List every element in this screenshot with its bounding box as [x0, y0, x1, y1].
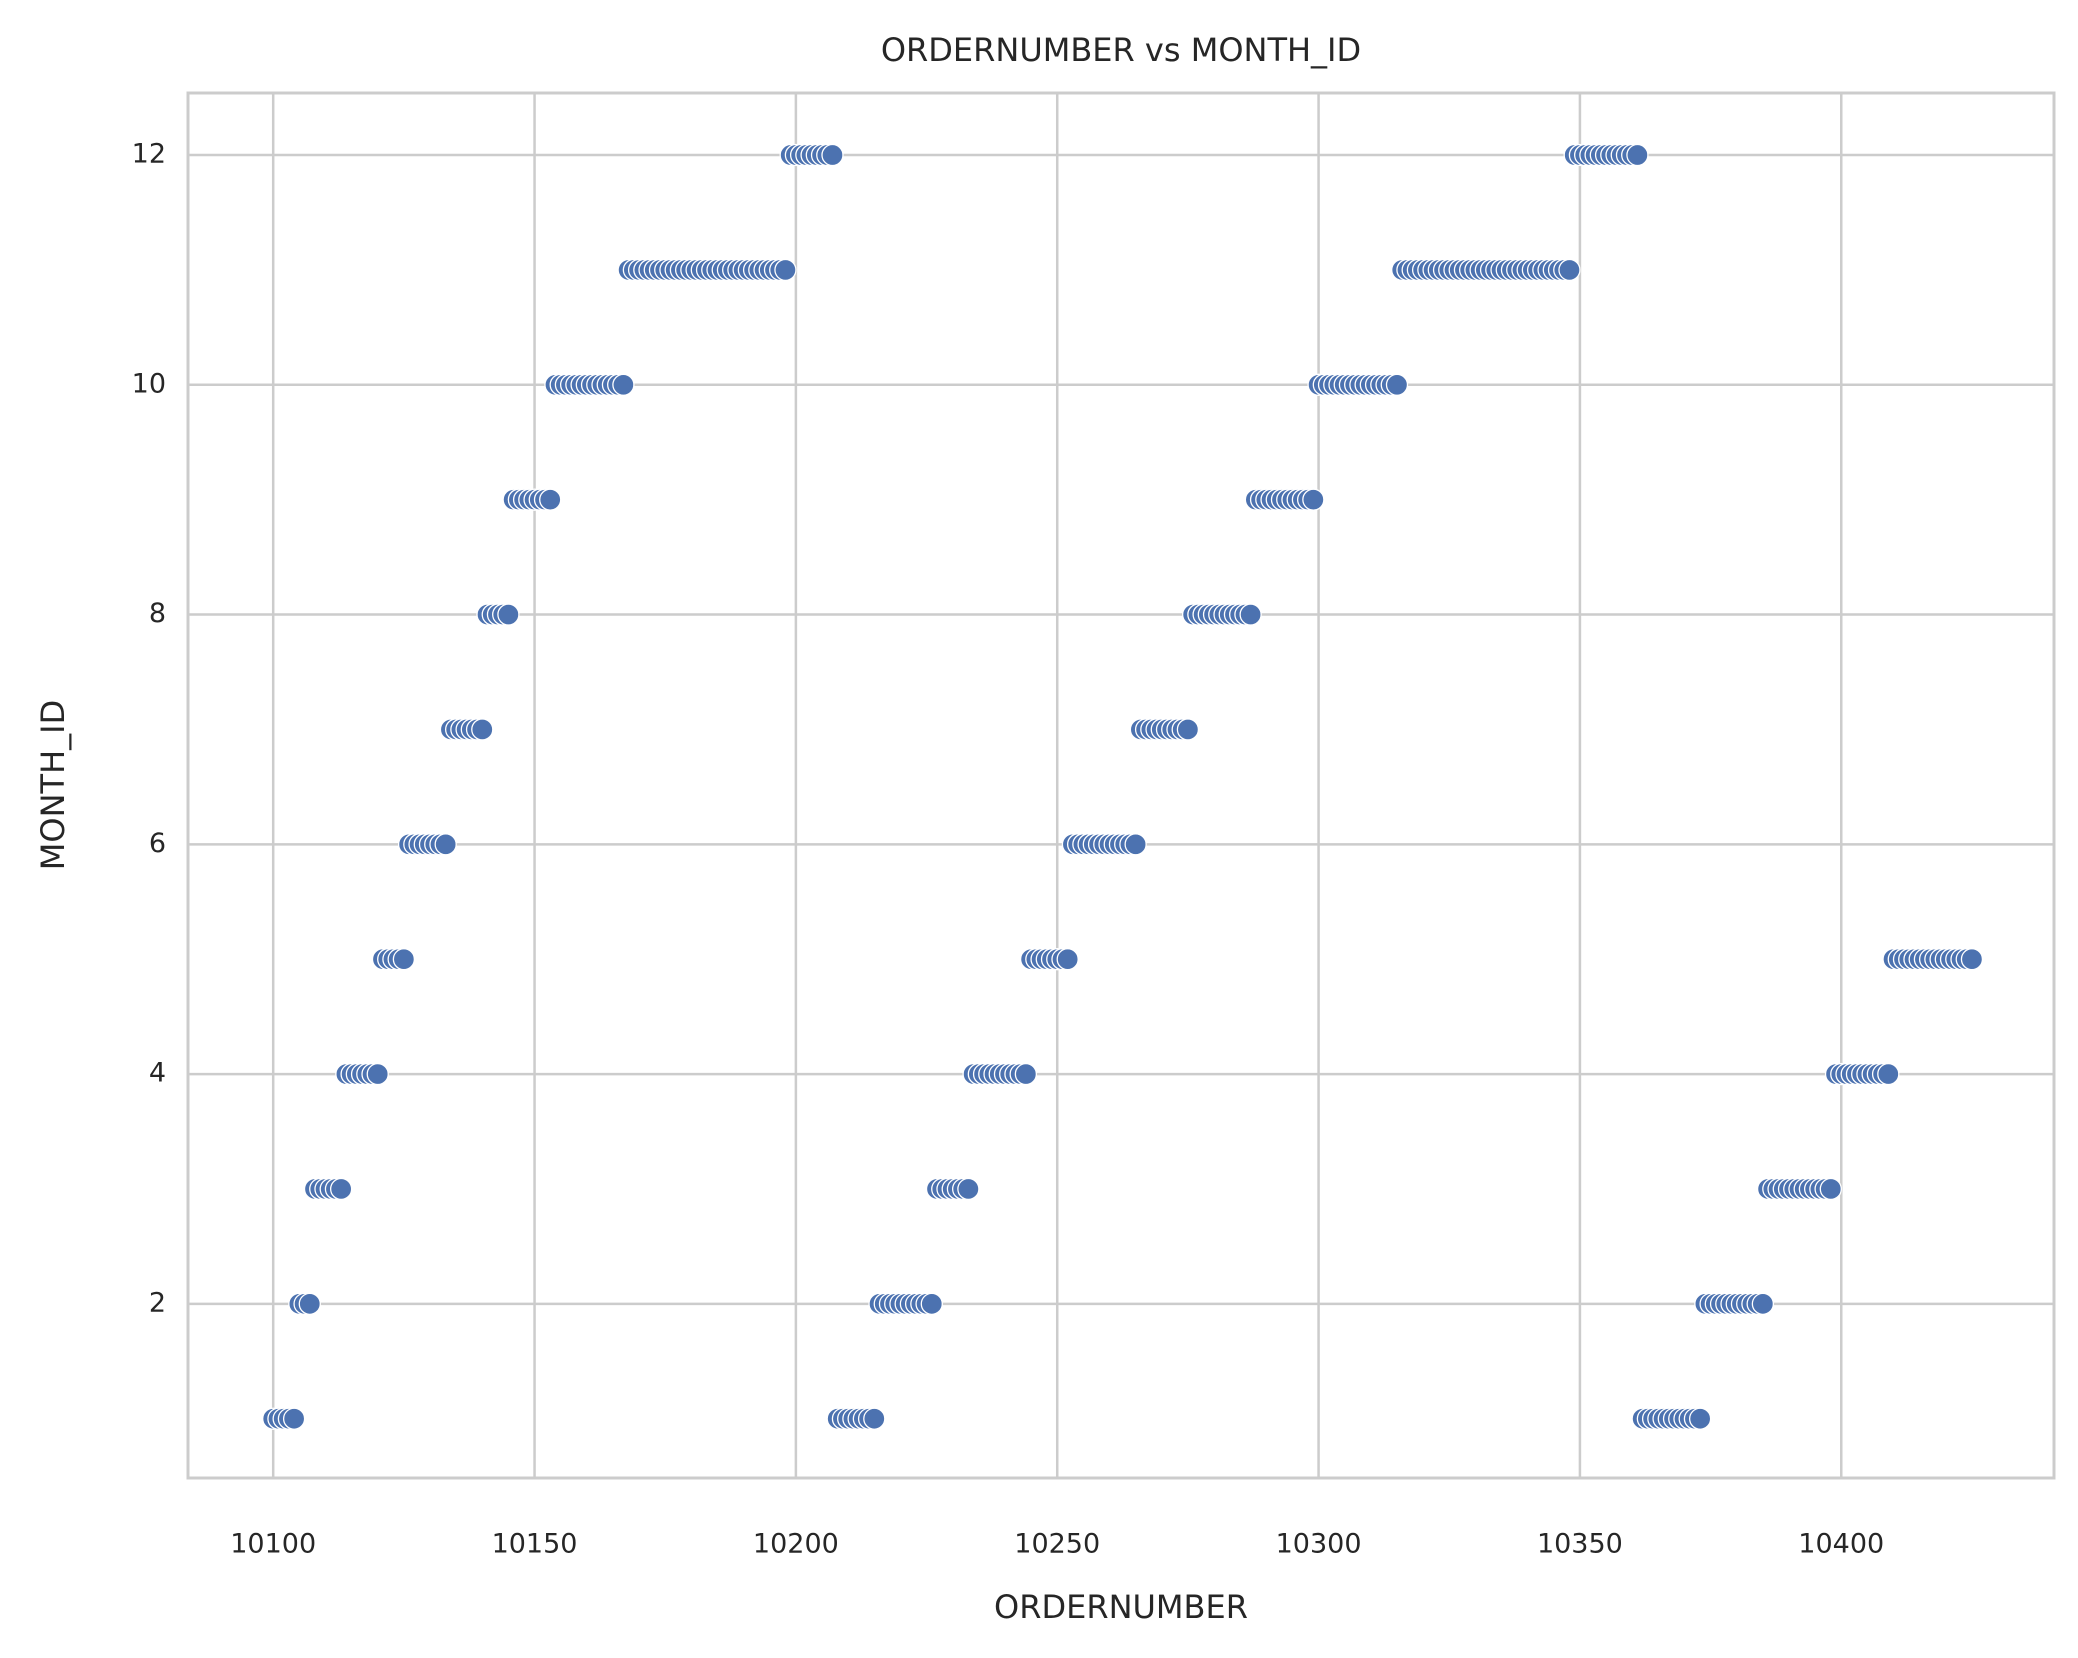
x-tick-label: 10150 — [492, 1529, 578, 1560]
x-tick-label: 10350 — [1537, 1529, 1623, 1560]
y-tick-label: 12 — [132, 139, 166, 170]
y-tick-label: 6 — [149, 828, 166, 859]
point — [1688, 1407, 1712, 1430]
point — [329, 1177, 353, 1201]
point — [1176, 718, 1200, 741]
point — [298, 1292, 321, 1315]
point — [774, 258, 797, 282]
point — [1239, 603, 1262, 626]
y-tick-label: 8 — [149, 598, 166, 629]
point — [1751, 1292, 1775, 1315]
point — [1124, 833, 1147, 856]
point — [392, 948, 416, 971]
x-tick-label: 10100 — [230, 1529, 316, 1560]
point — [539, 488, 562, 511]
x-tick-label: 10200 — [753, 1529, 839, 1560]
chart-title: ORDERNUMBER vs MONTH_ID — [881, 31, 1361, 69]
point — [366, 1062, 389, 1086]
point — [1819, 1177, 1842, 1201]
x-tick-label: 10400 — [1798, 1529, 1884, 1560]
point — [282, 1407, 306, 1430]
x-tick-label: 10250 — [1014, 1529, 1100, 1560]
point — [497, 603, 520, 626]
y-tick-label: 10 — [132, 368, 166, 399]
point — [471, 718, 494, 741]
points — [262, 143, 1984, 1430]
point — [1558, 258, 1581, 282]
point — [957, 1177, 980, 1201]
point — [1877, 1062, 1900, 1086]
point — [1385, 373, 1409, 396]
point — [1056, 948, 1079, 971]
x-tick-label: 10300 — [1276, 1529, 1362, 1560]
plot-frame — [186, 91, 2056, 1480]
y-tick-label: 4 — [149, 1058, 166, 1089]
point — [434, 833, 457, 856]
point — [1960, 948, 1984, 971]
point — [863, 1407, 886, 1430]
point — [612, 373, 635, 396]
y-axis-label: MONTH_ID — [34, 700, 72, 870]
point — [1014, 1062, 1038, 1086]
point — [821, 143, 844, 167]
point — [920, 1292, 943, 1315]
point — [1302, 488, 1325, 511]
point — [1626, 143, 1649, 167]
y-tick-label: 2 — [149, 1287, 166, 1318]
x-axis-label: ORDERNUMBER — [994, 1588, 1248, 1626]
